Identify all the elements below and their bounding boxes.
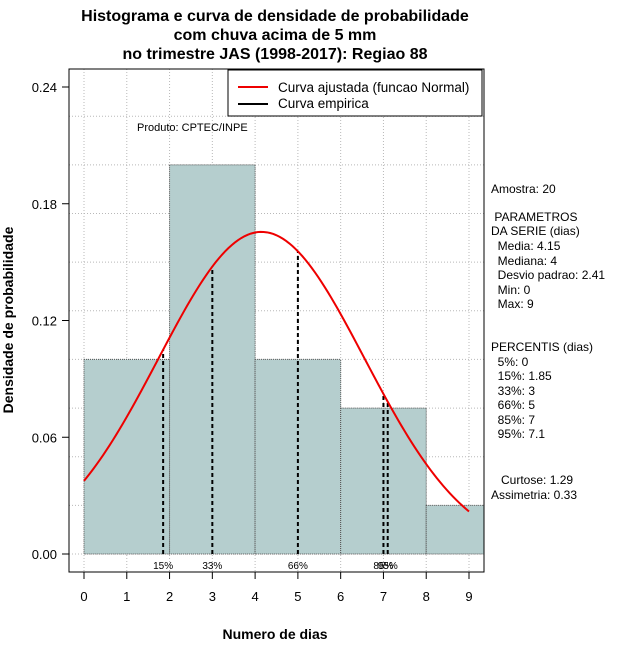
product-label: Produto: CPTEC/INPE bbox=[137, 122, 248, 134]
percentile-label-3: 85% bbox=[373, 561, 393, 572]
stat-mediana: Mediana: 4 bbox=[491, 254, 558, 268]
x-tick-label-4: 4 bbox=[251, 589, 258, 604]
chart-title-line-3: no trimestre JAS (1998-2017): Regiao 88 bbox=[122, 46, 427, 63]
stat-p85: 85%: 7 bbox=[491, 413, 536, 427]
stat-media: Media: 4.15 bbox=[491, 239, 561, 253]
x-tick-label-0: 0 bbox=[80, 589, 87, 604]
stat-parametros-header: PARAMETROS bbox=[491, 210, 578, 224]
normal-fit-curve bbox=[83, 230, 470, 513]
histogram-bar-4 bbox=[425, 504, 485, 555]
stat-min: Min: 0 bbox=[491, 283, 531, 297]
legend-label-fit: Curva ajustada (funcao Normal) bbox=[278, 80, 469, 95]
stat-p33: 33%: 3 bbox=[491, 384, 536, 398]
stat-curtose: Curtose: 1.29 bbox=[491, 473, 574, 487]
x-tick-label-7: 7 bbox=[380, 589, 387, 604]
x-tick-label-2: 2 bbox=[166, 589, 173, 604]
percentile-label-4: 95% bbox=[378, 561, 398, 572]
y-tick-label-2: 0.12 bbox=[32, 314, 57, 329]
y-tick-label-3: 0.18 bbox=[32, 197, 57, 212]
percentile-label-0: 15% bbox=[153, 561, 173, 572]
y-tick-label-1: 0.06 bbox=[32, 430, 57, 445]
chart-title-line-1: Histograma e curva de densidade de proba… bbox=[81, 8, 469, 25]
x-tick-label-3: 3 bbox=[209, 589, 216, 604]
x-tick-label-6: 6 bbox=[337, 589, 344, 604]
chart-title-line-2: com chuva acima de 5 mm bbox=[174, 27, 377, 44]
stat-assimetria: Assimetria: 0.33 bbox=[491, 488, 578, 502]
x-axis-title: Numero de dias bbox=[222, 626, 327, 642]
legend: Curva ajustada (funcao Normal) Curva emp… bbox=[227, 69, 483, 117]
x-tick-label-1: 1 bbox=[123, 589, 130, 604]
legend-label-empirical: Curva empirica bbox=[278, 96, 369, 111]
percentile-label-2: 66% bbox=[288, 561, 308, 572]
stat-percentis-header: PERCENTIS (dias) bbox=[491, 340, 594, 354]
stat-p66: 66%: 5 bbox=[491, 398, 536, 412]
histogram-bar-0 bbox=[83, 358, 171, 555]
y-axis-title: Densidade de probabilidade bbox=[0, 226, 16, 413]
stat-amostra: Amostra: 20 bbox=[491, 182, 556, 196]
x-tick-label-9: 9 bbox=[465, 589, 472, 604]
stat-p5: 5%: 0 bbox=[491, 355, 529, 369]
stat-p15: 15%: 1.85 bbox=[491, 369, 552, 383]
legend-box bbox=[227, 69, 483, 117]
x-tick-label-5: 5 bbox=[294, 589, 301, 604]
y-tick-label-0: 0.00 bbox=[32, 547, 57, 562]
y-tick-label-4: 0.24 bbox=[32, 80, 57, 95]
percentile-label-1: 33% bbox=[202, 561, 222, 572]
x-tick-label-8: 8 bbox=[423, 589, 430, 604]
stat-serie-header: DA SERIE (dias) bbox=[491, 224, 580, 238]
stat-p95: 95%: 7.1 bbox=[491, 427, 546, 441]
stat-desvio: Desvio padrao: 2.41 bbox=[491, 268, 606, 282]
stat-max: Max: 9 bbox=[491, 297, 534, 311]
